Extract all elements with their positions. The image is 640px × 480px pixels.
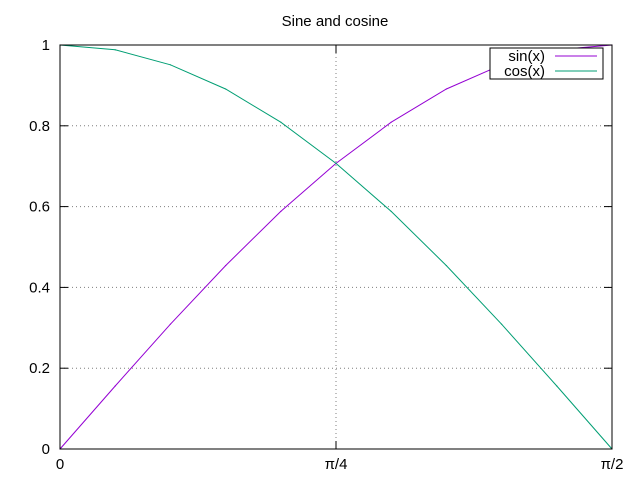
- legend-label: cos(x): [504, 63, 545, 80]
- axis-ticks: 0 0.2 0.4 0.6 0.8 1 0 π/4 π/2: [29, 37, 623, 473]
- data-point: [445, 88, 448, 90]
- data-point: [114, 385, 116, 387]
- data-point: [224, 88, 227, 90]
- data-point: [500, 323, 503, 325]
- data-point: [390, 121, 392, 123]
- grid: [60, 45, 612, 449]
- data-point: [169, 323, 172, 325]
- data-point: [445, 264, 448, 267]
- y-tick-label: 0.4: [29, 279, 50, 296]
- y-tick-label: 0.2: [29, 360, 50, 377]
- y-tick-label: 0: [42, 441, 50, 458]
- data-point: [556, 385, 558, 387]
- legend-box: [489, 47, 604, 80]
- legend-label: sin(x): [508, 48, 545, 65]
- x-tick-label: 0: [56, 456, 64, 473]
- x-tick-label: π/4: [325, 456, 348, 473]
- data-point: [280, 210, 282, 213]
- y-tick-label: 0.6: [29, 199, 50, 216]
- data-point: [169, 64, 172, 66]
- x-tick-label: π/2: [601, 456, 624, 473]
- data-point: [224, 264, 227, 267]
- legend: sin(x)cos(x): [489, 47, 604, 80]
- data-point: [335, 162, 337, 164]
- y-tick-label: 1: [42, 37, 50, 54]
- data-point: [280, 121, 282, 123]
- y-tick-label: 0.8: [29, 118, 50, 135]
- chart-title: Sine and cosine: [282, 13, 389, 30]
- data-point: [114, 49, 116, 51]
- data-point: [390, 210, 392, 213]
